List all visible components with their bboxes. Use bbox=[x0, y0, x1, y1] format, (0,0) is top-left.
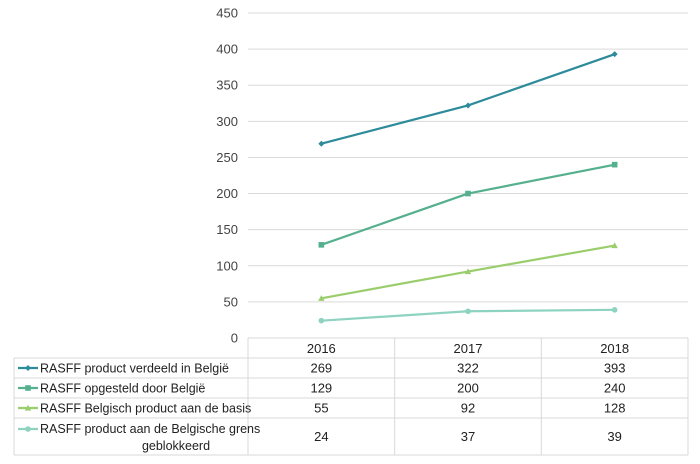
table-value: 128 bbox=[604, 401, 626, 416]
y-tick-label: 450 bbox=[216, 6, 238, 21]
y-tick-label: 200 bbox=[216, 186, 238, 201]
y-tick-label: 0 bbox=[231, 331, 238, 346]
data-point bbox=[465, 308, 471, 315]
legend-label: RASFF product verdeeld in België bbox=[40, 362, 229, 376]
table-value: 55 bbox=[314, 401, 328, 416]
series-lines bbox=[318, 51, 618, 324]
x-tick-label: 2018 bbox=[600, 341, 629, 356]
data-point bbox=[318, 295, 325, 301]
y-tick-label: 350 bbox=[216, 78, 238, 93]
legend-label: RASFF Belgisch product aan de basis bbox=[40, 402, 251, 416]
legend-key-marker bbox=[24, 404, 32, 411]
table-value: 393 bbox=[604, 361, 626, 376]
y-tick-label: 300 bbox=[216, 114, 238, 129]
table-value: 322 bbox=[457, 361, 479, 376]
data-point bbox=[611, 307, 618, 313]
table-value: 200 bbox=[457, 381, 479, 396]
x-tick-label: 2017 bbox=[454, 341, 483, 356]
table-value: 24 bbox=[314, 429, 328, 444]
table-value: 269 bbox=[310, 361, 332, 376]
table-value: 92 bbox=[461, 401, 475, 416]
y-tick-label: 50 bbox=[224, 294, 238, 309]
y-tick-label: 400 bbox=[216, 42, 238, 57]
table-value: 37 bbox=[461, 429, 475, 444]
table-value: 240 bbox=[604, 381, 626, 396]
legend-label: RASFF opgesteld door België bbox=[40, 382, 205, 396]
x-tick-label: 2016 bbox=[307, 341, 336, 356]
data-point bbox=[318, 242, 325, 248]
data-point bbox=[464, 268, 472, 275]
table-value: 129 bbox=[310, 381, 332, 396]
legend-key-marker bbox=[25, 365, 31, 371]
legend-key-marker bbox=[25, 426, 31, 432]
series-line-2 bbox=[320, 163, 616, 246]
data-point bbox=[611, 242, 618, 249]
series-line-1 bbox=[320, 53, 616, 145]
data-point bbox=[611, 51, 618, 58]
data-point bbox=[465, 102, 471, 109]
data-point bbox=[318, 140, 325, 147]
legend-key-marker bbox=[25, 385, 31, 391]
data-point bbox=[465, 190, 471, 197]
data-table: 2016 2017 2018 RASFF product verdeeld in Be… bbox=[13, 337, 689, 456]
table-value: 39 bbox=[607, 429, 621, 444]
y-tick-label: 100 bbox=[216, 258, 238, 273]
gridlines bbox=[248, 12, 688, 339]
data-point bbox=[318, 317, 325, 324]
y-tick-label: 250 bbox=[216, 150, 238, 165]
y-axis: 0 50 100 150 200 250 300 350 400 450 bbox=[216, 6, 238, 346]
data-point bbox=[611, 161, 618, 168]
y-tick-label: 150 bbox=[216, 222, 238, 237]
legend-label: RASFF product aan de Belgische grens gebl… bbox=[40, 422, 260, 453]
